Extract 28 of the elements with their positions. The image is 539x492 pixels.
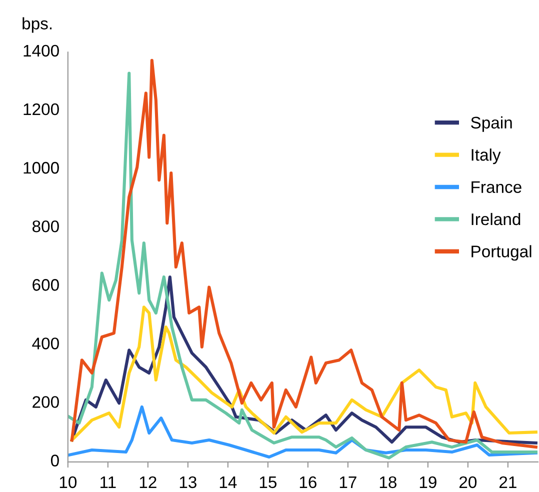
legend-label: France [472,181,522,193]
x-tick-label: 21 [499,476,516,488]
y-tick-label: 1000 [24,162,59,174]
legend-label: Ireland [472,212,520,226]
y-tick-label: 0 [50,454,59,466]
y-axis-title: bps. [22,17,52,33]
legend-label: Portugal [472,245,532,261]
y-tick-label: 200 [32,396,59,408]
x-tick-label: 20 [459,476,477,488]
x-tick-label: 17 [340,476,356,488]
y-tick-label: 1400 [24,44,59,57]
x-tick-label: 16 [300,476,316,488]
y-tick-label: 600 [32,279,59,291]
line-series [68,405,538,459]
x-tick-label: 11 [100,476,116,488]
x-tick-label: 18 [380,476,396,488]
x-tick-label: 13 [180,476,196,488]
y-tick-label: 1200 [24,103,59,116]
x-tick-label: 10 [60,476,77,488]
x-tick-label: 15 [260,476,276,488]
y-tick-label: 400 [32,338,59,350]
x-tick-label: 14 [220,476,237,488]
x-tick-label: 12 [140,476,156,488]
line-series [70,306,538,442]
legend-label: Spain [471,116,512,132]
legend-label: Italy [472,148,501,164]
x-tick-label: 19 [420,476,436,488]
y-tick-label: 800 [32,220,59,232]
